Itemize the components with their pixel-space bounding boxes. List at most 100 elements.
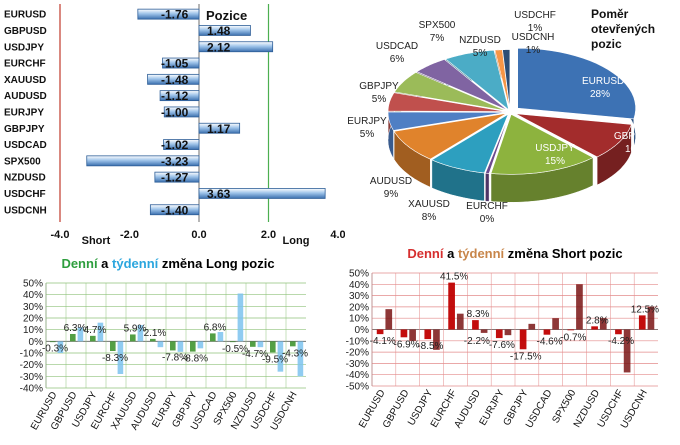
bar-Týdenní-USDCAD: [217, 332, 224, 342]
bar-Denní-USDCNH: [638, 315, 646, 330]
long-change-chart: Denní a týdenní změna Long pozic 50% 40% 30…: [0, 250, 340, 440]
category-label: XAUUSD: [4, 75, 46, 86]
y-tick-label: 0%: [29, 337, 44, 348]
pie-label-SPX500: SPX500: [419, 20, 456, 31]
pie-label-GBPUSD: GBPUSD: [614, 131, 656, 142]
pie-label-XAUUSD: XAUUSD: [408, 199, 450, 210]
pie-title-line: otevřených: [591, 22, 655, 36]
value-label: -1.05: [161, 57, 189, 71]
title-part: týdenní: [112, 256, 159, 271]
x-tick-label: 4.0: [330, 229, 345, 241]
category-label: SPX500: [4, 156, 41, 167]
bar-XAUUSD: [147, 73, 200, 85]
data-label: -17.5%: [510, 351, 542, 362]
pie-slice-NZDUSD: [416, 59, 508, 111]
bar-USDCAD: [163, 139, 200, 150]
data-label: -4.1%: [370, 336, 396, 347]
x-tick-label: 0.0: [191, 229, 206, 241]
y-tick-label: 50%: [349, 269, 369, 280]
short-label: Short: [82, 235, 111, 247]
data-label: 6.8%: [204, 322, 227, 333]
bar-Týdenní-USDCHF: [623, 329, 631, 373]
category-label: GBPJPY: [4, 124, 45, 135]
bar-Denní-SPX500: [230, 341, 236, 343]
bar-Týdenní-EURCHF: [456, 313, 464, 330]
title-part: a: [443, 246, 457, 261]
bar-Denní-GBPJPY: [190, 341, 196, 352]
pie-slice-EURUSD: [517, 47, 636, 120]
bar-Denní-USDCNH: [290, 341, 296, 347]
bar-Denní-EURJPY: [495, 329, 503, 339]
bar-Denní-EURUSD: [376, 329, 384, 335]
title-part: týdenní: [458, 246, 505, 261]
title-part: změna Short pozic: [504, 246, 622, 261]
y-tick-label: 40%: [349, 280, 369, 291]
title-part: změna Long pozic: [158, 256, 274, 271]
pie-label-EURCHF: EURCHF: [466, 201, 508, 212]
pie-label-USDCHF: USDCHF: [514, 10, 556, 21]
category-label: USDCHF: [4, 189, 46, 200]
category-label: EURUSD: [4, 10, 46, 21]
bar-EURJPY: [163, 106, 200, 118]
bar-Týdenní-EURJPY: [504, 329, 512, 336]
x-tick-label: -4.0: [51, 229, 70, 241]
data-label: -0.7%: [560, 332, 586, 343]
category-label: USDCNH: [4, 205, 47, 216]
data-label: -7.8%: [162, 352, 188, 363]
bar-Týdenní-GBPJPY: [528, 323, 536, 330]
y-tick-label: -20%: [346, 348, 369, 359]
value-label: -1.27: [161, 171, 189, 185]
bar-GBPUSD: [198, 25, 251, 36]
y-tick-label: -40%: [346, 370, 369, 381]
bar-Denní-GBPUSD: [70, 333, 76, 342]
value-label: 1.48: [207, 24, 231, 38]
chart-title: Denní a týdenní změna Long pozic: [61, 256, 274, 271]
bar-Denní-EURJPY: [170, 341, 176, 351]
bar-USDJPY: [198, 41, 274, 53]
y-tick-label: -20%: [20, 360, 43, 371]
bar-Týdenní-SPX500: [576, 284, 583, 330]
long-svg: Denní a týdenní změna Long pozic 50%40%30…: [20, 256, 309, 433]
data-label: 8.3%: [467, 309, 490, 320]
bar-Týdenní-EURUSD: [385, 309, 393, 330]
y-tick-label: 10%: [349, 314, 369, 325]
y-tick-label: 40%: [23, 290, 43, 301]
pozice-svg: EURUSD -1.76 GBPUSD 1.48 USDJPY 2.12 EURCHF -1.…: [4, 4, 346, 247]
bar-Denní-NZDUSD: [250, 341, 256, 347]
pie-label-GBPJPY: GBPJPY: [359, 81, 399, 92]
category-label: EURCHF: [4, 59, 46, 70]
pie-slice-USDCAD: [393, 72, 507, 112]
y-tick-label: 20%: [23, 314, 43, 325]
bar-Týdenní-AUDUSD: [480, 329, 488, 333]
value-label: -1.12: [161, 89, 189, 103]
pie-slice-USDCNH: [502, 49, 511, 110]
bar-Týdenní-GBPJPY: [197, 341, 204, 349]
value-label: -1.00: [161, 105, 189, 119]
pie-pct-EURUSD: 28%: [590, 89, 610, 100]
y-tick-label: -10%: [346, 336, 369, 347]
long-label: Long: [283, 235, 310, 247]
data-label: -0.3%: [42, 344, 68, 355]
pie-slice-EURJPY: [387, 111, 507, 131]
pie-pct-USDJPY: 15%: [545, 156, 565, 167]
bar-Denní-XAUUSD: [130, 334, 136, 342]
bar-EURCHF: [162, 57, 200, 69]
value-label: 2.12: [207, 40, 231, 54]
value-label: 1.17: [207, 122, 231, 136]
x-tick-label: -2.0: [120, 229, 139, 241]
value-label: -1.76: [161, 8, 189, 22]
y-tick-label: 30%: [349, 291, 369, 302]
pie-slice-SPX500: [445, 49, 510, 111]
pie-pct-NZDUSD: 5%: [473, 48, 488, 59]
y-tick-label: -30%: [346, 359, 369, 370]
bar-Denní-GBPUSD: [400, 329, 408, 338]
data-label: -4.6%: [536, 337, 562, 348]
data-label: 41.5%: [440, 272, 468, 283]
data-label-extra: -2.2%: [464, 336, 490, 347]
pie-slice-GBPJPY: [387, 92, 507, 112]
category-label: NZDUSD: [4, 173, 46, 184]
pie-label-EURUSD: EURUSD: [582, 76, 624, 87]
bar-Týdenní-EURUSD: [57, 341, 64, 353]
value-label: -1.48: [161, 73, 189, 87]
bar-Týdenní-USDCAD: [552, 318, 559, 330]
